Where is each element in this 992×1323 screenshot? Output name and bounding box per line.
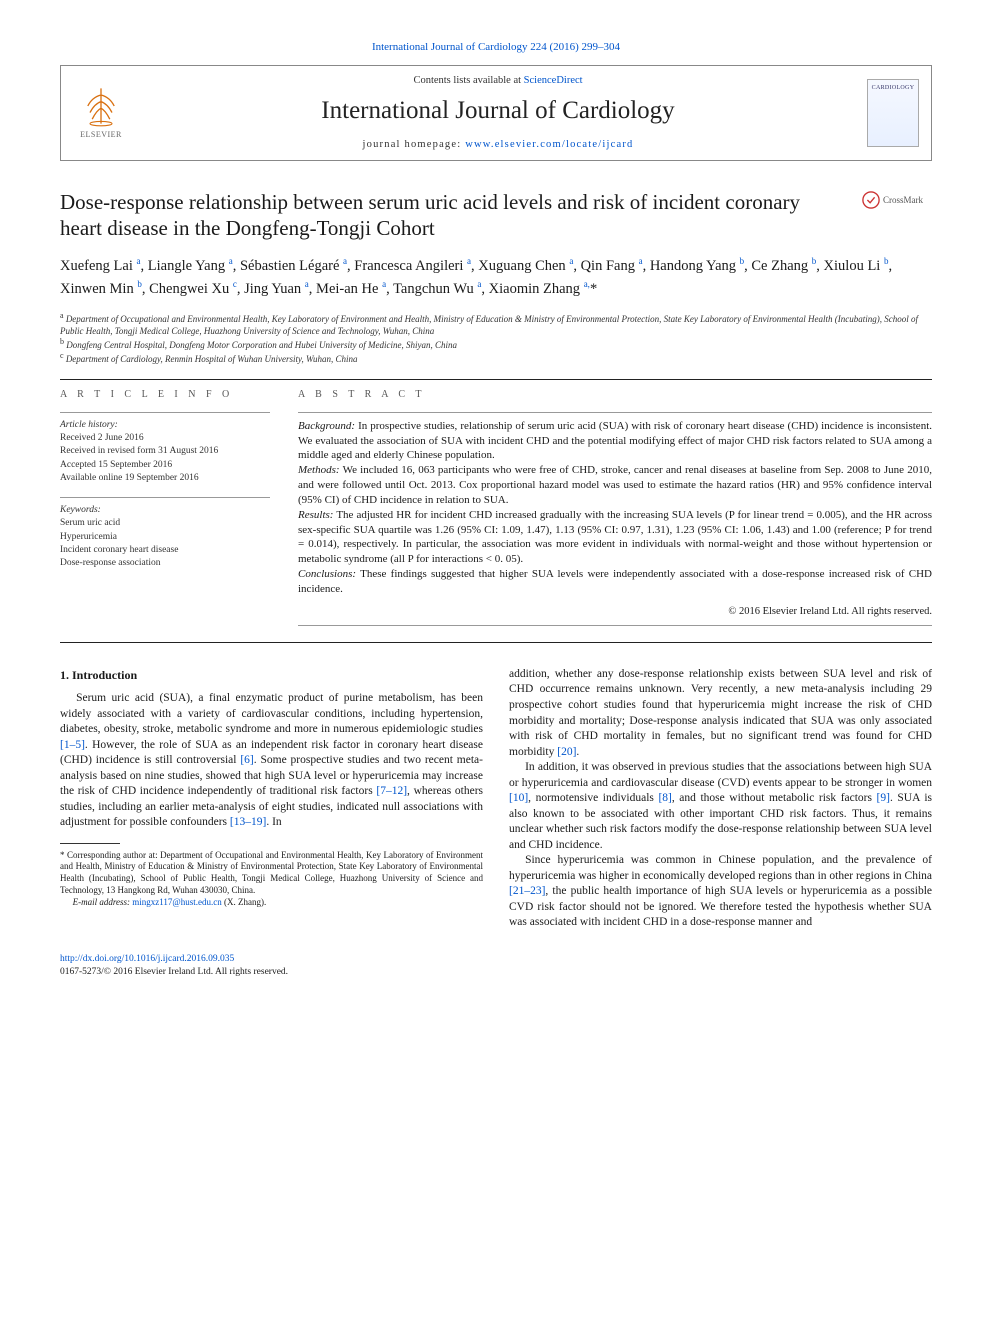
doi-link[interactable]: http://dx.doi.org/10.1016/j.ijcard.2016.… (60, 954, 234, 964)
abstract-subhead: Methods: (298, 464, 340, 476)
elsevier-tree-icon (79, 84, 123, 128)
keyword: Serum uric acid (60, 517, 270, 530)
crossmark-badge[interactable]: CrossMark (862, 189, 932, 211)
body-paragraph: Serum uric acid (SUA), a final enzymatic… (60, 691, 483, 831)
keyword: Dose-response association (60, 557, 270, 570)
body-paragraph: In addition, it was observed in previous… (509, 760, 932, 853)
author-list: Xuefeng Lai a, Liangle Yang a, Sébastien… (60, 255, 932, 300)
cover-label: CARDIOLOGY (872, 84, 915, 92)
elsevier-logo-text: ELSEVIER (80, 130, 122, 141)
email-label: E-mail address: (73, 897, 133, 907)
abstract-label: A B S T R A C T (298, 388, 932, 402)
email-suffix: (X. Zhang). (222, 897, 267, 907)
history-item: Received in revised form 31 August 2016 (60, 445, 270, 458)
section-heading: 1. Introduction (60, 667, 483, 683)
affiliations: a Department of Occupational and Environ… (60, 311, 932, 366)
abstract-text: The adjusted HR for incident CHD increas… (298, 509, 932, 566)
journal-header: ELSEVIER Contents lists available at Sci… (60, 65, 932, 161)
issn-copyright: 0167-5273/© 2016 Elsevier Ireland Ltd. A… (60, 967, 288, 977)
article-title: Dose-response relationship between serum… (60, 189, 932, 242)
footnote-text: * Corresponding author at: Department of… (60, 850, 483, 897)
running-head: International Journal of Cardiology 224 … (60, 40, 932, 55)
body-paragraph: addition, whether any dose-response rela… (509, 667, 932, 760)
divider (60, 379, 932, 380)
keywords-label: Keywords: (60, 504, 270, 517)
journal-cover-thumb: CARDIOLOGY (867, 79, 919, 147)
crossmark-icon (862, 191, 880, 209)
abstract-text: We included 16, 063 participants who wer… (298, 464, 932, 506)
keyword: Incident coronary heart disease (60, 544, 270, 557)
divider (60, 412, 270, 413)
divider (60, 642, 932, 643)
keywords-block: Keywords: Serum uric acid Hyperuricemia … (60, 504, 270, 570)
footnote-separator (60, 843, 120, 844)
article-history: Article history: Received 2 June 2016 Re… (60, 419, 270, 485)
abstract-body: Background: In prospective studies, rela… (298, 419, 932, 597)
homepage-link[interactable]: www.elsevier.com/locate/ijcard (465, 139, 633, 150)
abstract-text: In prospective studies, relationship of … (298, 420, 932, 462)
divider (60, 497, 270, 498)
abstract-subhead: Background: (298, 420, 355, 432)
contents-prefix: Contents lists available at (413, 75, 523, 86)
abstract-subhead: Conclusions: (298, 568, 356, 580)
keyword: Hyperuricemia (60, 531, 270, 544)
homepage-line: journal homepage: www.elsevier.com/locat… (129, 138, 867, 152)
corresponding-author-footnote: * Corresponding author at: Department of… (60, 850, 483, 908)
body-paragraph: Since hyperuricemia was common in Chines… (509, 853, 932, 931)
history-item: Available online 19 September 2016 (60, 472, 270, 485)
corresponding-email-link[interactable]: mingxz117@hust.edu.cn (132, 897, 221, 907)
page-footer: http://dx.doi.org/10.1016/j.ijcard.2016.… (60, 953, 932, 979)
homepage-prefix: journal homepage: (363, 139, 466, 150)
sciencedirect-link[interactable]: ScienceDirect (524, 75, 583, 86)
divider (298, 412, 932, 413)
abstract-subhead: Results: (298, 509, 333, 521)
citation-link[interactable]: International Journal of Cardiology 224 … (372, 41, 620, 53)
elsevier-logo: ELSEVIER (73, 81, 129, 145)
divider (298, 625, 932, 626)
contents-list-line: Contents lists available at ScienceDirec… (129, 74, 867, 88)
history-label: Article history: (60, 419, 270, 432)
abstract-text: These findings suggested that higher SUA… (298, 568, 932, 595)
article-body: 1. Introduction Serum uric acid (SUA), a… (60, 667, 932, 931)
history-item: Received 2 June 2016 (60, 432, 270, 445)
journal-title: International Journal of Cardiology (129, 94, 867, 128)
copyright-line: © 2016 Elsevier Ireland Ltd. All rights … (298, 605, 932, 619)
history-item: Accepted 15 September 2016 (60, 459, 270, 472)
article-info-label: A R T I C L E I N F O (60, 388, 270, 402)
crossmark-label: CrossMark (883, 194, 923, 206)
